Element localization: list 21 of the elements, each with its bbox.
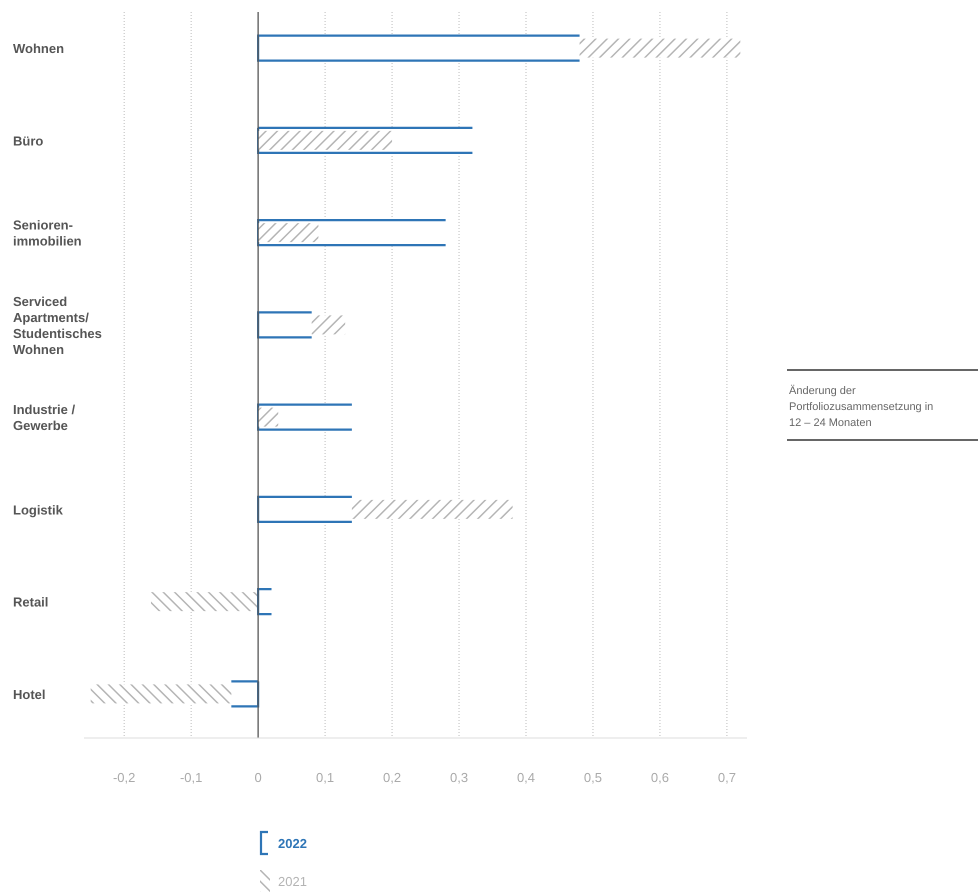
y-tick-label: Serviced Apartments/Studentisches Wohnen — [13, 294, 102, 357]
y-tick-label: Hotel — [13, 686, 46, 702]
x-tick-label: -0,1 — [180, 770, 202, 785]
x-tick-label: 0,5 — [584, 770, 602, 785]
y-tick-label: Büro — [13, 133, 44, 148]
x-tick-label: 0 — [254, 770, 262, 785]
x-tick-label: 0,7 — [718, 770, 736, 785]
x-tick-label: -0,2 — [112, 770, 136, 785]
y-tick-label: Industrie / Gewerbe — [13, 402, 76, 434]
x-tick-label: 0,1 — [316, 770, 334, 785]
y-tick-label: Wohnen — [13, 41, 64, 56]
y-tick-label: Retail — [13, 594, 48, 610]
x-tick-label: 0,2 — [383, 770, 402, 785]
text: Änderung der Portfoliozusammensetzung in 12 – 24 Monaten — [789, 384, 934, 429]
x-tick-label: 0,3 — [450, 770, 468, 785]
y-tick-label: Senioren-immobilien — [13, 218, 82, 249]
legend-label: 2022 — [278, 836, 307, 851]
legend-label: 2021 — [278, 874, 307, 889]
y-tick-label: Logistik — [13, 502, 64, 518]
x-tick-label: 0,4 — [516, 770, 536, 785]
x-tick-label: 0,6 — [650, 770, 669, 785]
